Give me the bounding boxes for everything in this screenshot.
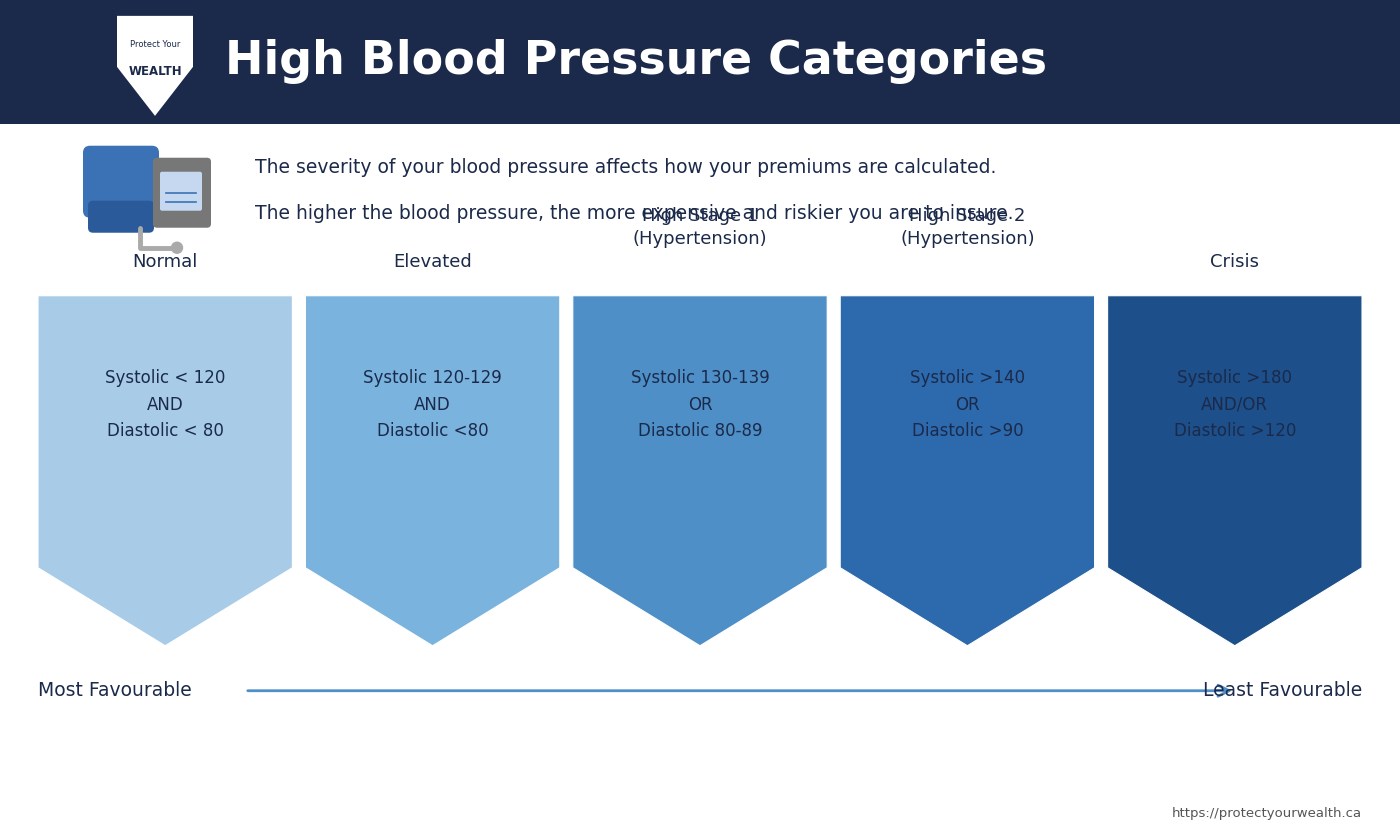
FancyBboxPatch shape <box>88 201 154 232</box>
Text: High Stage 2
(Hypertension): High Stage 2 (Hypertension) <box>900 206 1035 247</box>
Polygon shape <box>1107 296 1362 645</box>
Polygon shape <box>118 16 193 116</box>
Polygon shape <box>38 296 293 645</box>
FancyBboxPatch shape <box>160 171 202 211</box>
Text: Systolic 120-129
AND
Diastolic <80: Systolic 120-129 AND Diastolic <80 <box>363 370 503 440</box>
Text: Normal: Normal <box>133 252 197 271</box>
Text: High Blood Pressure Categories: High Blood Pressure Categories <box>225 39 1047 84</box>
Polygon shape <box>305 296 560 645</box>
Text: High Stage 1
(Hypertension): High Stage 1 (Hypertension) <box>633 206 767 247</box>
Text: Crisis: Crisis <box>1210 252 1260 271</box>
Polygon shape <box>840 296 1095 645</box>
Text: Elevated: Elevated <box>393 252 472 271</box>
Text: The severity of your blood pressure affects how your premiums are calculated.: The severity of your blood pressure affe… <box>255 158 997 177</box>
FancyBboxPatch shape <box>153 158 211 227</box>
Text: Least Favourable: Least Favourable <box>1203 681 1362 701</box>
Text: Systolic >140
OR
Diastolic >90: Systolic >140 OR Diastolic >90 <box>910 370 1025 440</box>
Circle shape <box>171 242 182 253</box>
Text: Systolic 130-139
OR
Diastolic 80-89: Systolic 130-139 OR Diastolic 80-89 <box>630 370 770 440</box>
Text: Systolic >180
AND/OR
Diastolic >120: Systolic >180 AND/OR Diastolic >120 <box>1173 370 1296 440</box>
Text: WEALTH: WEALTH <box>129 65 182 79</box>
Text: Most Favourable: Most Favourable <box>38 681 192 701</box>
Polygon shape <box>573 296 827 645</box>
Text: The higher the blood pressure, the more expensive and riskier you are to insure.: The higher the blood pressure, the more … <box>255 204 1014 223</box>
Text: Systolic < 120
AND
Diastolic < 80: Systolic < 120 AND Diastolic < 80 <box>105 370 225 440</box>
Text: https://protectyourwealth.ca: https://protectyourwealth.ca <box>1172 808 1362 820</box>
Text: Protect Your: Protect Your <box>130 40 181 49</box>
FancyBboxPatch shape <box>0 0 1400 124</box>
FancyBboxPatch shape <box>83 145 160 217</box>
